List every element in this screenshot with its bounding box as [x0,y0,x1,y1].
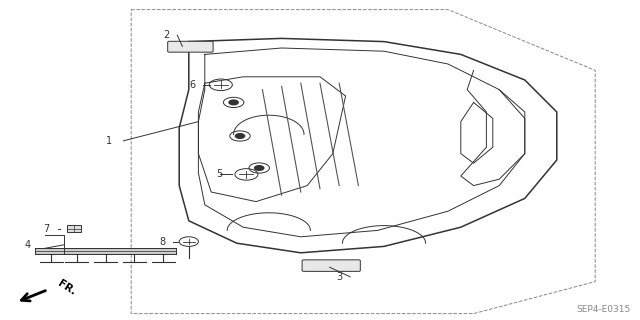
Text: 2: 2 [163,30,170,40]
Text: FR.: FR. [56,278,78,297]
Text: 3: 3 [336,272,342,282]
Text: 4: 4 [24,240,31,250]
Text: SEP4-E0315: SEP4-E0315 [576,305,630,314]
Text: 7: 7 [44,224,50,234]
FancyBboxPatch shape [168,41,213,52]
Circle shape [255,166,264,170]
Bar [67,225,81,232]
Text: 1: 1 [106,136,112,146]
Bar [35,248,176,254]
FancyBboxPatch shape [302,260,360,271]
Circle shape [229,100,238,105]
Text: 8: 8 [159,236,165,247]
Text: 5: 5 [216,169,223,180]
Text: 6: 6 [189,80,195,90]
Circle shape [236,134,244,138]
